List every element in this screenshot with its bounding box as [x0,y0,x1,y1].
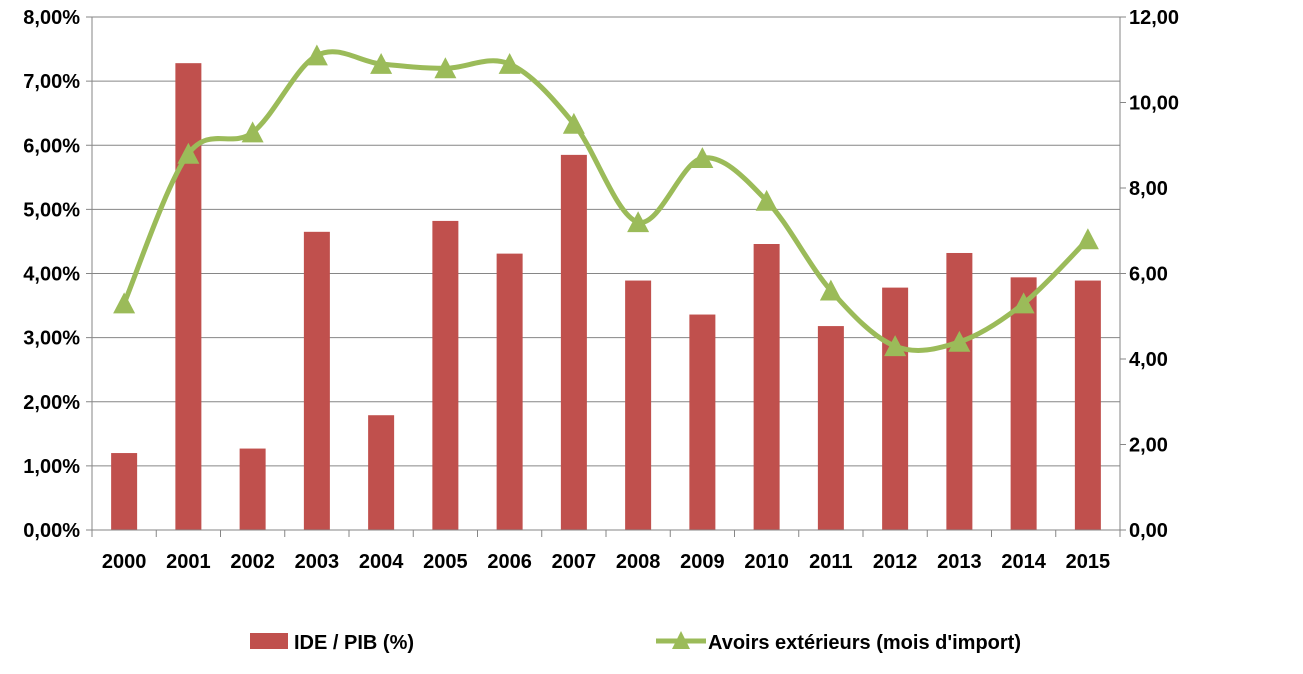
left-tick-label: 6,00% [23,135,80,157]
bar [1010,277,1037,530]
line-point [498,53,521,74]
legend-triangle-marker [672,631,690,649]
left-tick-label: 0,00% [23,520,80,542]
line-point [1012,292,1035,314]
line-series [113,44,1099,357]
x-tick-label: 2015 [1066,551,1111,573]
x-tick-label: 2003 [295,551,340,573]
left-tick-label: 1,00% [23,456,80,478]
left-axis-ticks: 0,00% 1,00% 2,00% 3,00% 4,00% 5,00% 6,00% 7,00%… [23,7,80,542]
right-tick-label: 8,00 [1129,178,1168,200]
left-tick-label: 3,00% [23,328,80,350]
bar [368,415,395,530]
x-tick-label: 2007 [552,551,597,573]
right-tick-label: 4,00 [1129,349,1168,371]
bar [882,287,909,530]
line-point [113,292,136,314]
line-point [819,279,842,301]
bar [946,252,973,531]
right-tick-label: 10,00 [1129,93,1179,115]
bar [111,453,138,530]
bar [239,448,266,530]
line-point [948,330,971,352]
x-tick-label: 2005 [423,551,468,573]
line-point [1076,228,1099,250]
left-tick-label: 7,00% [23,71,80,93]
line-point [562,112,585,134]
line-point [177,142,200,164]
bar-series [111,63,1101,531]
x-tick-label: 2010 [744,551,789,573]
bar [817,326,844,530]
legend-bar-swatch [250,633,288,649]
bar [753,244,780,530]
bar [496,253,523,530]
bar [1074,280,1101,530]
x-tick-label: 2001 [166,551,211,573]
left-tick-label: 4,00% [23,264,80,286]
right-axis-ticks: 0,00 2,00 4,00 6,00 8,00 10,00 12,00 [1129,7,1179,542]
right-tick-label: 6,00 [1129,264,1168,286]
line-point [370,53,393,74]
line-point [241,121,264,143]
line-point [305,44,328,66]
line-point [434,57,457,79]
line-point [691,147,714,168]
bar [689,314,716,530]
x-tick-label: 2004 [359,551,404,573]
x-tick-label: 2006 [487,551,532,573]
x-tick-label: 2000 [102,551,147,573]
gridlines [92,16,1120,467]
left-tick-label: 2,00% [23,392,80,414]
legend: IDE / PIB (%) Avoirs extérieurs (mois d'… [250,631,1021,654]
bar [625,280,652,530]
x-tick-label: 2013 [937,551,982,573]
axes [86,16,1126,537]
left-tick-label: 5,00% [23,199,80,221]
x-tick-label: 2008 [616,551,661,573]
bar [432,220,459,531]
x-tick-label: 2014 [1001,551,1046,573]
legend-label-avoirs: Avoirs extérieurs (mois d'import) [708,632,1021,654]
x-axis-ticks: 2000 2001 2002 2003 2004 2005 2006 2007 2008 2009… [102,551,1110,573]
right-tick-label: 2,00 [1129,435,1168,457]
bar [303,231,330,530]
x-tick-label: 2011 [809,551,852,573]
legend-label-ide: IDE / PIB (%) [294,632,414,654]
line-point [627,211,650,233]
left-tick-label: 8,00% [23,7,80,29]
right-tick-label: 0,00 [1129,520,1168,542]
bar [560,154,587,530]
x-tick-label: 2002 [230,551,275,573]
x-tick-label: 2009 [680,551,725,573]
bar [175,63,202,531]
line-point [755,189,778,211]
x-tick-label: 2012 [873,551,918,573]
line-point [884,335,907,357]
series-line [121,49,1091,353]
right-tick-label: 12,00 [1129,7,1179,29]
